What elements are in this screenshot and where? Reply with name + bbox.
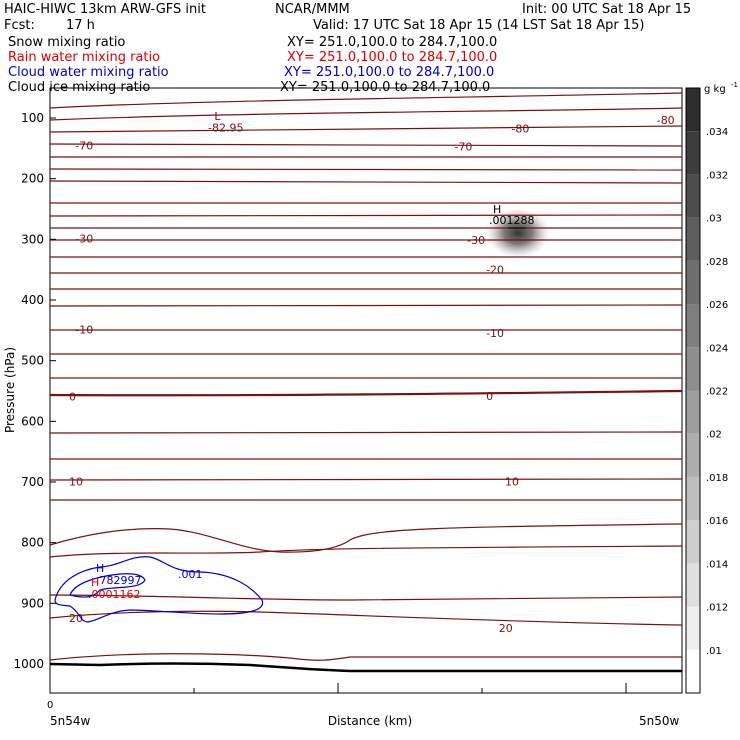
- plot-org: NCAR/MMM: [275, 2, 350, 17]
- plot-title: HAIC-HIWC 13km ARW-GFS init: [4, 2, 206, 17]
- y-tick-label: 800: [21, 536, 44, 550]
- colorbar-level-label: .022: [706, 387, 728, 398]
- forecast-hours: 17 h: [66, 18, 95, 33]
- temperature-contour-label: 20: [69, 612, 83, 625]
- colorbar-bin: [686, 433, 700, 477]
- terrain-line: [49, 662, 682, 673]
- x-axis-title: Distance (km): [328, 714, 412, 728]
- colorbar-level-label: .03: [706, 214, 722, 225]
- colorbar-bin: [686, 347, 700, 391]
- field-name-cloud-water: Cloud water mixing ratio: [8, 65, 169, 80]
- y-tick-label: 200: [21, 172, 44, 186]
- colorbar-bin: [686, 563, 700, 607]
- colorbar-level-label: .014: [706, 559, 728, 570]
- colorbar-level-label: .016: [706, 516, 728, 527]
- field-xy-cloud-water: XY= 251.0,100.0 to 284.7,100.0: [284, 65, 495, 80]
- field-name-snow: Snow mixing ratio: [8, 35, 126, 50]
- cloud-water-contour: [54, 556, 264, 623]
- colorbar-level-label: .032: [706, 170, 728, 181]
- temperature-contour-label: -20: [486, 264, 504, 277]
- temperature-contour-label: -30: [467, 234, 485, 247]
- colorbar-unit-exponent: -1: [731, 81, 738, 89]
- y-tick-label: 1000: [13, 657, 44, 671]
- colorbar-level-label: .02: [706, 430, 722, 441]
- temperature-contour-label: -10: [486, 327, 504, 340]
- y-axis: 100 200 300 400 500 600 700 800 900 1000: [13, 111, 56, 671]
- temperature-contour-label: -80: [511, 122, 529, 135]
- colorbar-bin: [686, 260, 700, 305]
- x-end-label: 5n50w: [639, 714, 680, 728]
- colorbar-bin: [686, 174, 700, 218]
- y-tick-label: 400: [21, 293, 44, 307]
- valid-time: Valid: 17 UTC Sat 18 Apr 15 (14 LST Sat …: [313, 18, 645, 33]
- y-tick-label: 300: [21, 232, 44, 246]
- temperature-contour-label: -10: [75, 324, 93, 337]
- colorbar-level-label: .012: [706, 603, 728, 614]
- colorbar: .01 .012 .014 .016 .018 .02 .022 .024 .026 .028 .0…: [685, 87, 728, 694]
- x-zero-label: 0: [47, 700, 53, 711]
- cloud-water-max-value: .782997: [96, 574, 142, 587]
- temperature-contour-label: 10: [69, 475, 83, 488]
- cloud-ice-shading: [486, 208, 550, 258]
- x-axis-ticks: [49, 683, 627, 693]
- rain-water-max-value: .0001162: [88, 588, 141, 601]
- temperature-contour-label: 20: [499, 622, 513, 635]
- colorbar-bin: [686, 131, 700, 175]
- colorbar-unit: g kg: [704, 84, 726, 95]
- colorbar-bin: [686, 520, 700, 564]
- contour-labels: -80 -80 -82.95 -70 -70 -30 -30 -20 -10 -10 0 0 10 10 2…: [69, 110, 675, 635]
- init-time: Init: 00 UTC Sat 18 Apr 15: [522, 2, 692, 17]
- temperature-contour-label: -30: [75, 233, 93, 246]
- temperature-contour-label: 10: [505, 475, 519, 488]
- cloud-ice-max-symbol: H: [493, 203, 501, 216]
- temperature-contour-label: 0: [69, 390, 76, 403]
- cloud-water-inner-contour: [69, 573, 146, 598]
- field-xy-snow: XY= 251.0,100.0 to 284.7,100.0: [287, 35, 498, 50]
- y-axis-title: Pressure (hPa): [3, 347, 17, 433]
- colorbar-bin: [686, 476, 700, 521]
- colorbar-level-label: .024: [706, 343, 728, 354]
- temperature-contours: [49, 92, 683, 661]
- temperature-contour-label: 0: [486, 390, 493, 403]
- colorbar-level-label: .01: [706, 646, 722, 657]
- y-tick-label: 100: [21, 111, 44, 125]
- x-start-label: 5n54w: [50, 714, 91, 728]
- temperature-contour-label: -70: [75, 139, 93, 152]
- colorbar-bin: [686, 217, 700, 261]
- field-name-rain: Rain water mixing ratio: [8, 50, 161, 65]
- rain-water-max-symbol: H: [91, 576, 99, 589]
- temperature-contour-label: -80: [657, 114, 675, 127]
- cloud-water-max-symbol: H: [96, 562, 104, 575]
- cloud-water-label: .001: [178, 568, 203, 581]
- colorbar-bin: [686, 88, 700, 132]
- colorbar-bin: [686, 606, 700, 650]
- field-xy-rain: XY= 251.0,100.0 to 284.7,100.0: [287, 50, 498, 65]
- forecast-label: Fcst:: [4, 18, 35, 33]
- plot-frame: [49, 87, 683, 694]
- colorbar-bin: [686, 304, 700, 348]
- y-tick-label: 700: [21, 475, 44, 489]
- colorbar-level-label: .026: [706, 300, 728, 311]
- y-tick-label: 600: [21, 414, 44, 428]
- temperature-contour-label: -70: [454, 141, 472, 154]
- y-tick-label: 500: [21, 354, 44, 368]
- colorbar-bin: [686, 649, 700, 693]
- cloud-ice-max-value: .001288: [489, 214, 535, 227]
- colorbar-level-label: .028: [706, 257, 728, 268]
- colorbar-bin: [686, 390, 700, 434]
- colorbar-level-label: .018: [706, 473, 728, 484]
- temperature-contour-label: -82.95: [208, 122, 243, 135]
- colorbar-frame: [685, 87, 701, 694]
- temperature-extremum-symbol: L: [214, 110, 221, 123]
- y-tick-label: 900: [21, 596, 44, 610]
- colorbar-level-label: .034: [706, 127, 728, 138]
